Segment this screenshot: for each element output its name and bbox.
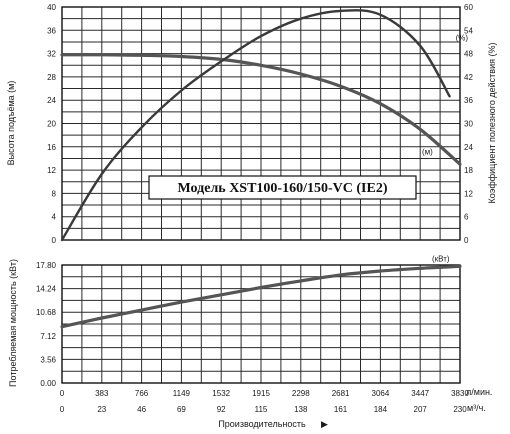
efficiency-tick-label: 12	[464, 189, 473, 198]
head-tick-label: 8	[52, 189, 57, 198]
head-tick-label: 12	[47, 166, 56, 175]
lower-panel-frame	[61, 264, 461, 384]
head-tick-label: 36	[47, 26, 56, 35]
head-curve	[60, 53, 462, 166]
flow-m3h-ticks: 0 23 46 69 92 115 138 161 184 207 230	[60, 405, 467, 414]
flow-m3h-tick-label: 46	[137, 405, 146, 414]
power-tick-label: 10.68	[36, 308, 57, 317]
power-tick-label: 3.56	[40, 355, 56, 364]
power-axis-ticks: 0.00 3.56 7.12 10.68 14.24 17.80	[36, 261, 57, 388]
flow-m3h-tick-label: 115	[255, 405, 268, 414]
efficiency-tick-label: 30	[464, 120, 473, 129]
efficiency-axis-title: Коэффициент полезного действия (%)	[487, 43, 497, 204]
flow-m3h-tick-label: 138	[294, 405, 308, 414]
flow-lpm-tick-label: 1915	[252, 389, 270, 398]
efficiency-axis-ticks: 0 6 12 18 24 30 36 42 48 54 60	[464, 3, 473, 245]
head-curve-label: (м)	[422, 147, 433, 156]
power-curve-label: (кВт)	[432, 254, 450, 263]
efficiency-tick-label: 42	[464, 73, 473, 82]
flow-m3h-tick-label: 230	[453, 405, 467, 414]
upper-panel-grid	[62, 7, 460, 240]
head-tick-label: 32	[47, 50, 56, 59]
head-tick-label: 24	[47, 96, 56, 105]
head-tick-label: 28	[47, 73, 56, 82]
model-title-box	[148, 175, 417, 200]
power-axis-title: Потребляемая мощность (кВт)	[8, 259, 18, 387]
flow-m3h-tick-label: 92	[217, 405, 226, 414]
flow-lpm-tick-label: 766	[135, 389, 149, 398]
flow-lpm-tick-label: 0	[60, 389, 65, 398]
flow-lpm-tick-label: 3064	[372, 389, 390, 398]
head-tick-label: 0	[52, 236, 57, 245]
curves-layer: (м) (%) (кВт)	[60, 9, 469, 329]
efficiency-tick-label: 24	[464, 143, 473, 152]
power-tick-label: 17.80	[36, 261, 57, 270]
efficiency-tick-label: 60	[464, 3, 473, 12]
x-unit-lpm: л/мин.	[466, 387, 492, 397]
head-axis-ticks: 0 4 8 12 16 20 24 28 32 36 40	[47, 3, 56, 245]
head-axis-title: Высота подъёма (м)	[6, 81, 16, 166]
efficiency-tick-label: 48	[464, 50, 473, 59]
efficiency-curve	[60, 9, 451, 242]
x-axis-title: Производительность	[218, 419, 306, 429]
efficiency-tick-label: 54	[464, 26, 473, 35]
efficiency-curve-label: (%)	[456, 33, 469, 42]
flow-lpm-tick-label: 3830	[451, 389, 469, 398]
flow-lpm-tick-label: 1532	[212, 389, 230, 398]
flow-lpm-tick-label: 383	[95, 389, 109, 398]
efficiency-tick-label: 0	[464, 236, 469, 245]
efficiency-tick-label: 6	[464, 213, 469, 222]
power-tick-label: 7.12	[40, 332, 56, 341]
flow-m3h-tick-label: 184	[374, 405, 388, 414]
flow-lpm-ticks: 0 383 766 1149 1532 1915 2298 2681 3064 3447 3830	[60, 389, 470, 398]
x-unit-m3h: м³/ч.	[467, 403, 486, 413]
chart-title: Модель XST100-160/150-VC (IE2)	[178, 181, 388, 196]
flow-lpm-tick-label: 1149	[173, 389, 191, 398]
upper-panel-frame	[61, 6, 461, 241]
efficiency-tick-label: 36	[464, 96, 473, 105]
flow-m3h-tick-label: 69	[177, 405, 186, 414]
flow-lpm-tick-label: 2681	[332, 389, 350, 398]
lower-panel-grid	[62, 265, 460, 383]
flow-m3h-tick-label: 23	[97, 405, 106, 414]
head-tick-label: 4	[52, 213, 57, 222]
flow-lpm-tick-label: 3447	[411, 389, 429, 398]
head-tick-label: 40	[47, 3, 56, 12]
power-tick-label: 0.00	[40, 379, 56, 388]
power-tick-label: 14.24	[36, 285, 57, 294]
flow-m3h-tick-label: 207	[414, 405, 428, 414]
head-tick-label: 16	[47, 143, 56, 152]
power-curve	[60, 264, 462, 329]
flow-m3h-tick-label: 0	[60, 405, 65, 414]
x-axis-arrow-icon: ▶	[321, 419, 328, 429]
efficiency-tick-label: 18	[464, 166, 473, 175]
flow-lpm-tick-label: 2298	[292, 389, 310, 398]
flow-m3h-tick-label: 161	[334, 405, 348, 414]
head-tick-label: 20	[47, 120, 56, 129]
